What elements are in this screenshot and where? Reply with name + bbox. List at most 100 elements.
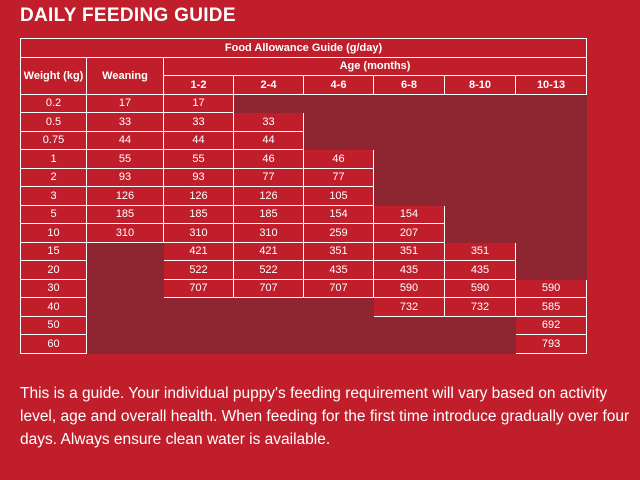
table-row: 0.5 33 33 33 [20, 112, 588, 132]
age-header: Age (months) [162, 56, 588, 76]
allowance-cell [514, 186, 588, 206]
allowance-cell [514, 241, 588, 261]
allowance-cell: 44 [163, 130, 234, 150]
allowance-cell [303, 315, 374, 335]
allowance-cell [444, 112, 516, 132]
allowance-cell: 44 [233, 130, 304, 150]
age-column-header: 8-10 [444, 75, 516, 95]
allowance-cell: 351 [373, 241, 445, 261]
allowance-cell [163, 297, 234, 317]
allowance-cell: 435 [303, 260, 374, 280]
weaning-cell: 55 [86, 149, 164, 169]
age-column-header: 2-4 [233, 75, 304, 95]
allowance-cell [233, 334, 304, 354]
allowance-cell: 310 [233, 223, 304, 243]
weaning-cell [86, 241, 164, 261]
weight-cell: 50 [20, 315, 87, 335]
weight-cell: 0.2 [20, 93, 87, 113]
table-row: 0.75 44 44 44 [20, 130, 588, 150]
weight-cell: 60 [20, 334, 87, 354]
allowance-cell: 522 [163, 260, 234, 280]
allowance-cell [444, 223, 516, 243]
allowance-cell [233, 93, 304, 113]
table-row: 3 126 126 126 105 [20, 186, 588, 206]
allowance-cell: 185 [163, 204, 234, 224]
weaning-cell [86, 260, 164, 280]
allowance-cell: 590 [444, 278, 516, 298]
weight-cell: 0.5 [20, 112, 87, 132]
allowance-cell [444, 167, 516, 187]
allowance-cell: 126 [163, 186, 234, 206]
allowance-cell: 185 [233, 204, 304, 224]
allowance-cell [514, 149, 588, 169]
weaning-cell [86, 334, 164, 354]
table-row: 15 421 421 351 351 351 [20, 241, 588, 261]
allowance-cell [514, 93, 588, 113]
weaning-header: Weaning [86, 56, 164, 95]
weaning-cell: 44 [86, 130, 164, 150]
allowance-cell: 732 [373, 297, 445, 317]
allowance-cell: 707 [233, 278, 304, 298]
allowance-cell [303, 93, 374, 113]
allowance-cell [303, 130, 374, 150]
weight-cell: 0.75 [20, 130, 87, 150]
weight-cell: 2 [20, 167, 87, 187]
allowance-cell: 590 [373, 278, 445, 298]
allowance-cell [373, 130, 445, 150]
allowance-cell: 93 [163, 167, 234, 187]
weight-cell: 10 [20, 223, 87, 243]
table-row: 50 692 [20, 315, 588, 335]
weight-cell: 40 [20, 297, 87, 317]
weight-cell: 5 [20, 204, 87, 224]
table-row: 2 93 93 77 77 [20, 167, 588, 187]
allowance-cell: 77 [233, 167, 304, 187]
allowance-cell: 707 [303, 278, 374, 298]
table-row: 5 185 185 185 154 154 [20, 204, 588, 224]
allowance-cell [373, 186, 445, 206]
allowance-cell [303, 334, 374, 354]
allowance-cell [373, 93, 445, 113]
weight-cell: 3 [20, 186, 87, 206]
allowance-cell [444, 186, 516, 206]
table-row: 20 522 522 435 435 435 [20, 260, 588, 280]
weaning-cell [86, 297, 164, 317]
allowance-cell: 793 [514, 334, 588, 354]
allowance-cell [303, 112, 374, 132]
allowance-cell: 17 [163, 93, 234, 113]
allowance-cell: 421 [233, 241, 304, 261]
weight-cell: 20 [20, 260, 87, 280]
allowance-cell: 585 [514, 297, 588, 317]
age-column-header: 4-6 [303, 75, 374, 95]
allowance-cell [514, 167, 588, 187]
weaning-cell: 310 [86, 223, 164, 243]
feeding-guide-table: Food Allowance Guide (g/day) Weight (kg)… [19, 38, 588, 354]
weaning-cell: 185 [86, 204, 164, 224]
allowance-cell [233, 315, 304, 335]
allowance-cell [514, 223, 588, 243]
allowance-cell [373, 315, 445, 335]
weaning-cell: 33 [86, 112, 164, 132]
allowance-cell: 732 [444, 297, 516, 317]
allowance-cell: 33 [163, 112, 234, 132]
allowance-cell: 33 [233, 112, 304, 132]
age-column-header: 6-8 [373, 75, 445, 95]
weaning-cell: 126 [86, 186, 164, 206]
weaning-cell: 93 [86, 167, 164, 187]
allowance-cell [444, 93, 516, 113]
allowance-cell [163, 334, 234, 354]
age-column-header: 10-13 [514, 75, 588, 95]
allowance-cell [444, 315, 516, 335]
feeding-disclaimer: This is a guide. Your individual puppy's… [20, 385, 630, 448]
allowance-cell [444, 149, 516, 169]
allowance-cell: 77 [303, 167, 374, 187]
allowance-cell: 421 [163, 241, 234, 261]
allowance-cell [444, 334, 516, 354]
table-row: 10 310 310 310 259 207 [20, 223, 588, 243]
allowance-cell: 351 [303, 241, 374, 261]
table-row: 40 732 732 585 [20, 297, 588, 317]
allowance-cell: 259 [303, 223, 374, 243]
allowance-cell [514, 260, 588, 280]
allowance-cell: 55 [163, 149, 234, 169]
weight-cell: 1 [20, 149, 87, 169]
page-title: DAILY FEEDING GUIDE [20, 5, 236, 26]
